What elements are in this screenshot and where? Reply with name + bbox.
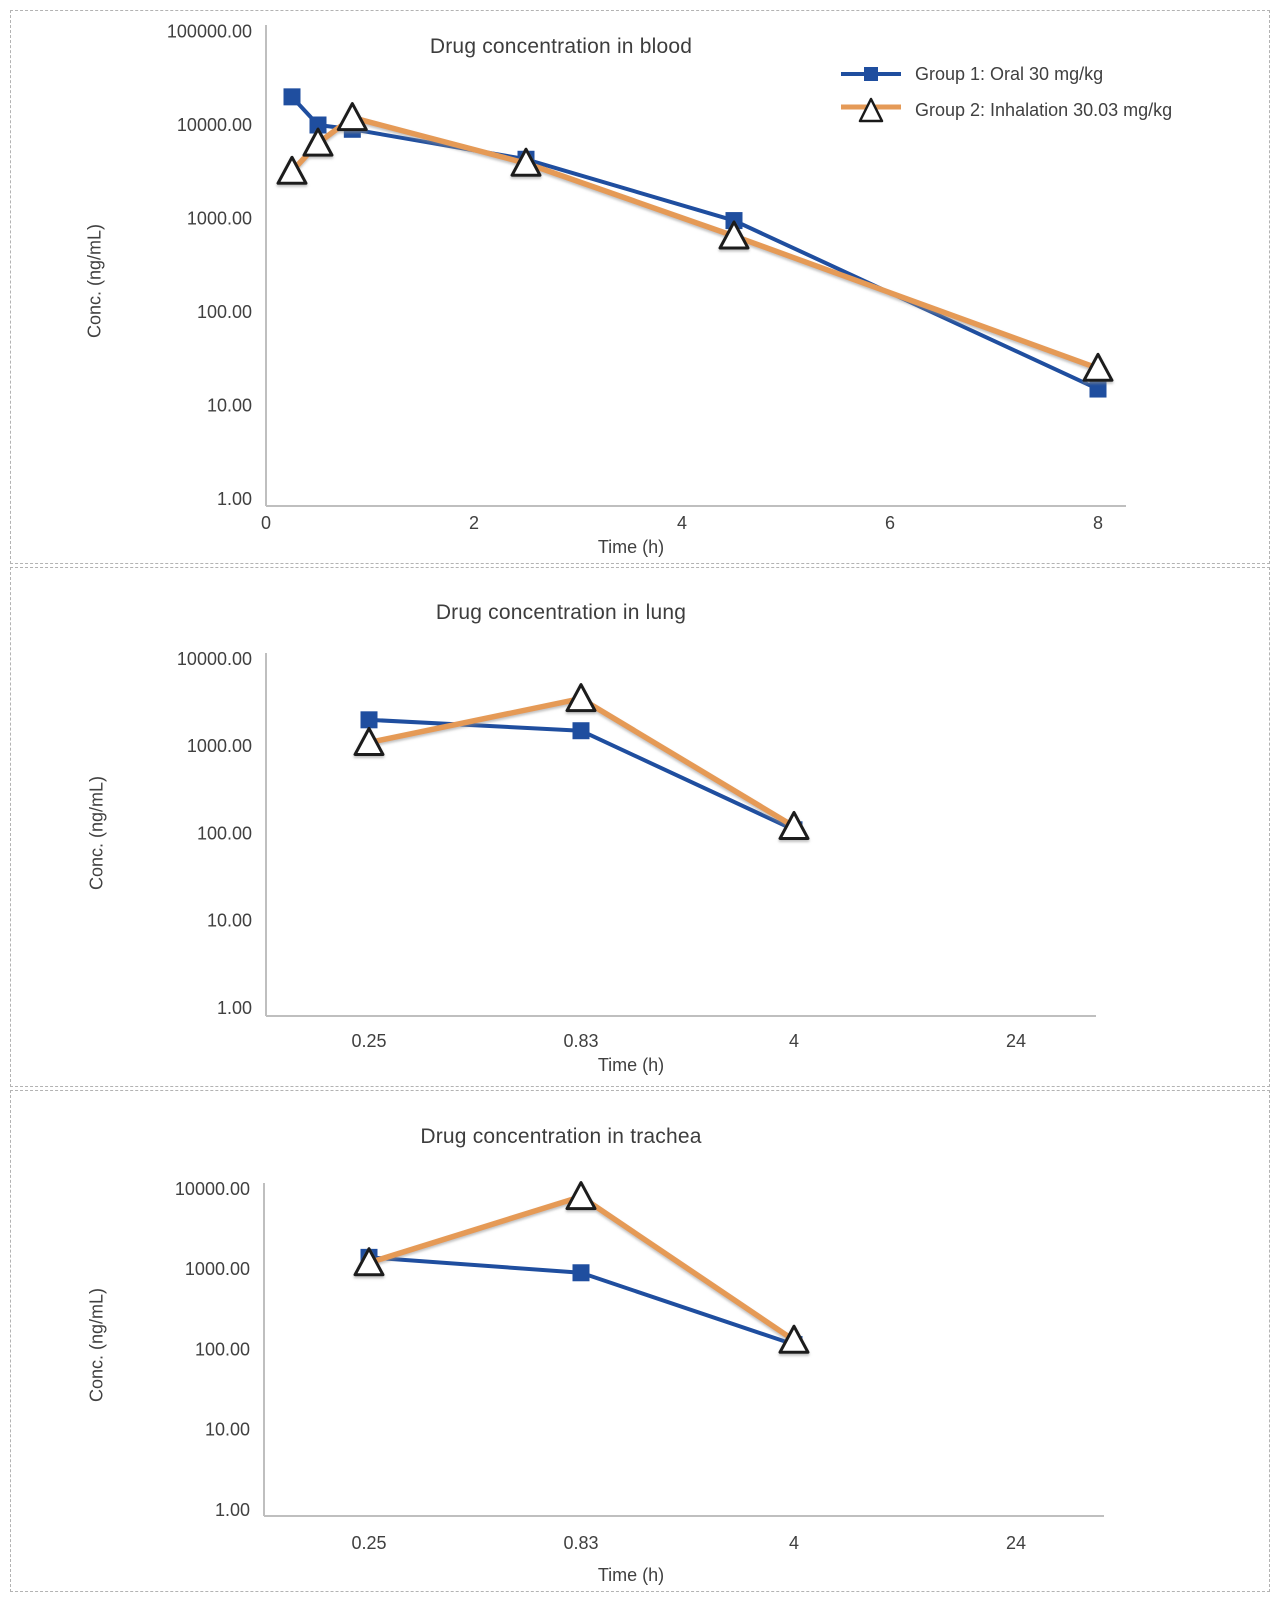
group2-data-point bbox=[336, 102, 368, 132]
x-tick-label: 0.83 bbox=[563, 1533, 598, 1553]
group2-data-point bbox=[353, 1247, 385, 1277]
chart-panel-lung: 10000.00 1000.00 100.00 10.00 1.00 0.25 0.83 4 2… bbox=[10, 567, 1270, 1087]
chart-panel-blood: 100000.00 10000.00 1000.00 100.00 10.00 1.00 0… bbox=[10, 10, 1270, 564]
group2-data-point bbox=[1082, 352, 1114, 382]
group2-data-point bbox=[778, 1324, 810, 1354]
series-group2-inhalation bbox=[353, 1181, 810, 1354]
group1-data-point bbox=[572, 722, 590, 740]
y-axis-label-trachea: Conc. (ng/mL) bbox=[86, 1287, 107, 1403]
lung-chart-canvas: 10000.00 1000.00 100.00 10.00 1.00 0.25 0.83 4 2… bbox=[177, 649, 1096, 1051]
y-tick-label: 10.00 bbox=[207, 911, 252, 931]
y-tick-label: 10.00 bbox=[205, 1420, 250, 1440]
y-axis-label-blood: Conc. (ng/mL) bbox=[84, 223, 105, 339]
group2-data-point bbox=[718, 220, 750, 250]
group2-line bbox=[289, 114, 1101, 372]
series-group2-inhalation bbox=[353, 683, 810, 840]
chart-title-lung: Drug concentration in lung bbox=[435, 601, 687, 624]
y-tick-label: 1.00 bbox=[217, 998, 252, 1018]
y-tick-label: 100.00 bbox=[197, 302, 252, 322]
legend-label-group2: Group 2: Inhalation 30.03 mg/kg bbox=[915, 99, 1173, 120]
x-axis-label-trachea: Time (h) bbox=[597, 1565, 665, 1585]
legend-item-group1: Group 1: Oral 30 mg/kg bbox=[839, 61, 1172, 87]
group1-data-point bbox=[309, 116, 327, 134]
group1-line bbox=[290, 94, 1100, 392]
y-tick-label: 100.00 bbox=[195, 1339, 250, 1359]
x-tick-label: 4 bbox=[789, 1533, 799, 1553]
group2-data-point bbox=[565, 683, 597, 713]
chart-title-blood: Drug concentration in blood bbox=[429, 35, 693, 58]
y-tick-label: 1000.00 bbox=[187, 736, 252, 756]
x-tick-label: 24 bbox=[1006, 1533, 1026, 1553]
x-tick-label: 24 bbox=[1006, 1031, 1026, 1051]
group1-data-point bbox=[360, 711, 378, 729]
group1-data-point bbox=[283, 88, 301, 106]
group2-data-point bbox=[353, 726, 385, 756]
y-tick-label: 10000.00 bbox=[177, 115, 252, 135]
y-tick-label: 1.00 bbox=[217, 489, 252, 509]
y-tick-label: 10.00 bbox=[207, 396, 252, 416]
group2-data-point bbox=[276, 155, 308, 185]
group2-line bbox=[366, 695, 797, 830]
y-tick-label: 1.00 bbox=[215, 1500, 250, 1520]
legend: Group 1: Oral 30 mg/kg Group 2: Inhalati… bbox=[839, 61, 1172, 125]
x-tick-label: 8 bbox=[1093, 513, 1103, 533]
y-tick-label: 100000.00 bbox=[167, 22, 252, 42]
group1-data-point bbox=[572, 1264, 590, 1282]
x-tick-label: 4 bbox=[789, 1031, 799, 1051]
chart-title-trachea: Drug concentration in trachea bbox=[420, 1125, 702, 1148]
legend-square-series-icon bbox=[841, 67, 901, 81]
x-tick-label: 0.25 bbox=[351, 1031, 386, 1051]
legend-item-group2: Group 2: Inhalation 30.03 mg/kg bbox=[839, 95, 1172, 125]
group2-data-point bbox=[778, 810, 810, 840]
chart-panel-trachea: 10000.00 1000.00 100.00 10.00 1.00 0.25 0.83 4 2… bbox=[10, 1090, 1270, 1592]
y-tick-label: 1000.00 bbox=[185, 1259, 250, 1279]
x-tick-label: 0.83 bbox=[563, 1031, 598, 1051]
x-tick-label: 4 bbox=[677, 513, 687, 533]
legend-label-group1: Group 1: Oral 30 mg/kg bbox=[915, 63, 1104, 84]
y-tick-label: 10000.00 bbox=[175, 1179, 250, 1199]
x-tick-label: 0.25 bbox=[351, 1533, 386, 1553]
trachea-chart-canvas: 10000.00 1000.00 100.00 10.00 1.00 0.25 0.83 4 2… bbox=[175, 1179, 1104, 1553]
y-axis-label-lung: Conc. (ng/mL) bbox=[86, 775, 107, 891]
x-axis-label-lung: Time (h) bbox=[597, 1055, 665, 1075]
blood-chart-canvas: 100000.00 10000.00 1000.00 100.00 10.00 1.00 0… bbox=[167, 22, 1126, 533]
group1-data-point bbox=[1089, 380, 1107, 398]
legend-triangle-series-icon bbox=[841, 97, 901, 123]
group2-data-point bbox=[510, 147, 542, 177]
x-axis-label-blood: Time (h) bbox=[597, 537, 665, 557]
x-tick-label: 0 bbox=[261, 513, 271, 533]
y-tick-label: 10000.00 bbox=[177, 649, 252, 669]
y-tick-label: 100.00 bbox=[197, 823, 252, 843]
group2-data-point bbox=[302, 127, 334, 157]
x-tick-label: 6 bbox=[885, 513, 895, 533]
series-group2-inhalation bbox=[276, 102, 1114, 382]
x-tick-label: 2 bbox=[469, 513, 479, 533]
y-tick-label: 1000.00 bbox=[187, 209, 252, 229]
group2-data-point bbox=[565, 1181, 597, 1211]
